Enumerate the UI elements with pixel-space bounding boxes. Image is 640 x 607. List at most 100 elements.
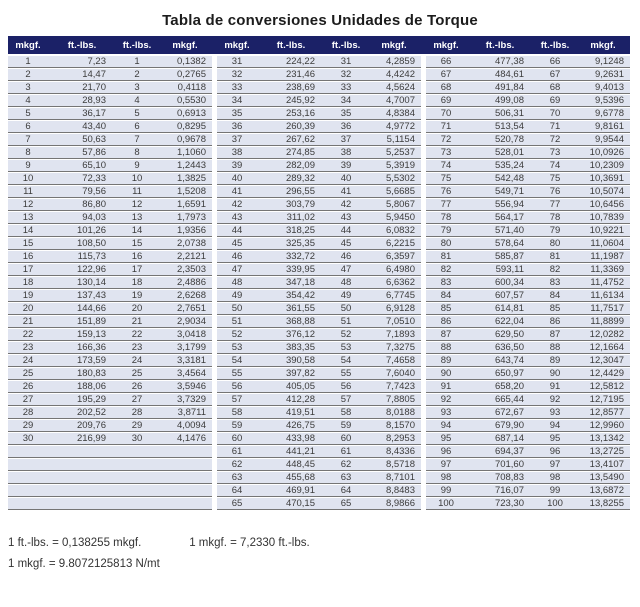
table-cell: 36 (231, 121, 243, 132)
table-cell: 2,6268 (176, 290, 206, 301)
table-cell: 20 (22, 303, 34, 314)
table-column-group: 1 7,23 1 0,1382 2 14,47 2 0,2765 3 21,70 3 0,4118 4 2… (8, 56, 212, 511)
table-cell: 98 (549, 472, 561, 483)
table-cell: 93 (549, 407, 561, 418)
table-cell: 49 (231, 290, 243, 301)
column-header: ft.-lbs. (485, 39, 515, 51)
table-row: 83 600,34 83 11,4752 (426, 277, 630, 289)
table-cell (8, 459, 48, 470)
table-cell: 332,72 (285, 251, 315, 262)
table-cell: 8,0188 (385, 407, 415, 418)
table-cell: 8,9866 (385, 498, 415, 509)
table-cell: 1,5208 (176, 186, 206, 197)
table-cell: 12 (22, 199, 34, 210)
table-row: 35 253,16 35 4,8384 (217, 108, 421, 120)
table-cell: 69 (440, 95, 452, 106)
table-cell: 68 (440, 82, 452, 93)
table-row: 88 636,50 88 12,1664 (426, 342, 630, 354)
table-cell: 484,61 (494, 69, 524, 80)
table-cell: 0,1382 (176, 56, 206, 67)
table-cell: 64 (340, 485, 352, 496)
table-cell: 5,8067 (385, 199, 415, 210)
table-row: 68 491,84 68 9,4013 (426, 82, 630, 94)
table-row: 54 390,58 54 7,4658 (217, 355, 421, 367)
table-cell: 66 (440, 56, 452, 67)
table-row: 3 21,70 3 0,4118 (8, 82, 212, 94)
table-cell: 622,04 (494, 316, 524, 327)
table-cell: 73 (549, 147, 561, 158)
table-cell: 11,8899 (590, 316, 624, 327)
table-row: 41 296,55 41 5,6685 (217, 186, 421, 198)
table-cell: 10 (22, 173, 34, 184)
table-cell: 578,64 (494, 238, 524, 249)
table-row: 20 144,66 20 2,7651 (8, 303, 212, 315)
table-cell: 32 (340, 69, 352, 80)
table-cell: 16 (22, 251, 34, 262)
table-cell: 17 (131, 264, 143, 275)
table-cell: 43,40 (82, 121, 106, 132)
table-cell: 12,4429 (589, 368, 624, 379)
table-cell: 78 (549, 212, 561, 223)
table-cell: 419,51 (285, 407, 315, 418)
table-cell: 4,8384 (385, 108, 415, 119)
table-cell: 41 (340, 186, 352, 197)
table-cell: 55 (340, 368, 352, 379)
table-cell: 13 (22, 212, 34, 223)
table-cell: 209,76 (76, 420, 106, 431)
table-cell: 62 (231, 459, 243, 470)
table-cell: 79 (440, 225, 452, 236)
table-cell: 73 (440, 147, 452, 158)
table-row: 14 101,26 14 1,9356 (8, 225, 212, 237)
table-cell: 9 (134, 160, 140, 171)
table-row: 73 528,01 73 10,0926 (426, 147, 630, 159)
table-cell: 12,5812 (589, 381, 624, 392)
table-cell: 94 (549, 420, 561, 431)
table-cell: 16 (131, 251, 143, 262)
table-cell: 5,1154 (386, 134, 415, 145)
table-cell: 354,42 (285, 290, 315, 301)
table-cell: 82 (549, 264, 561, 275)
table-cell: 643,74 (494, 355, 524, 366)
table-cell: 39 (231, 160, 243, 171)
table-cell: 84 (440, 290, 452, 301)
table-cell: 8,4336 (385, 446, 415, 457)
table-row: 75 542,48 75 10,3691 (426, 173, 630, 185)
table-cell: 13,4107 (589, 459, 624, 470)
table-cell (8, 498, 48, 509)
table-cell: 7,1893 (385, 329, 415, 340)
table-cell: 296,55 (285, 186, 315, 197)
table-cell: 92 (440, 394, 452, 405)
table-row: 38 274,85 38 5,2537 (217, 147, 421, 159)
table-row: 8 57,86 8 1,1060 (8, 147, 212, 159)
table-cell: 289,32 (285, 173, 315, 184)
table-cell: 9,2631 (594, 69, 624, 80)
table-cell: 85 (549, 303, 561, 314)
table-cell: 52 (340, 329, 352, 340)
table-cell: 9,6778 (594, 108, 624, 119)
table-row: 86 622,04 86 11,8899 (426, 316, 630, 328)
table-cell: 11,1987 (590, 251, 624, 262)
table-cell: 58 (231, 407, 243, 418)
table-row: 65 470,15 65 8,9866 (217, 498, 421, 510)
table-cell: 60 (340, 433, 352, 444)
table-row: 9 65,10 9 1,2443 (8, 160, 212, 172)
column-header: mkgf. (224, 39, 250, 51)
table-cell: 28 (22, 407, 34, 418)
table-row: 4 28,93 4 0,5530 (8, 95, 212, 107)
table-cell: 1,6591 (176, 199, 206, 210)
column-header: ft.-lbs. (276, 39, 306, 51)
table-cell: 325,35 (285, 238, 315, 249)
table-cell: 10,0926 (589, 147, 624, 158)
table-cell: 89 (440, 355, 452, 366)
table-cell: 614,81 (494, 303, 524, 314)
table-cell: 10,5074 (589, 186, 624, 197)
table-row: 44 318,25 44 6,0832 (217, 225, 421, 237)
table-cell: 91 (440, 381, 452, 392)
table-cell: 11,7517 (590, 303, 624, 314)
table-cell: 40 (231, 173, 243, 184)
table-cell: 56 (231, 381, 243, 392)
table-cell: 92 (549, 394, 561, 405)
table-cell: 86 (440, 316, 452, 327)
table-row: 79 571,40 79 10,9221 (426, 225, 630, 237)
table-row: 93 672,67 93 12,8577 (426, 407, 630, 419)
